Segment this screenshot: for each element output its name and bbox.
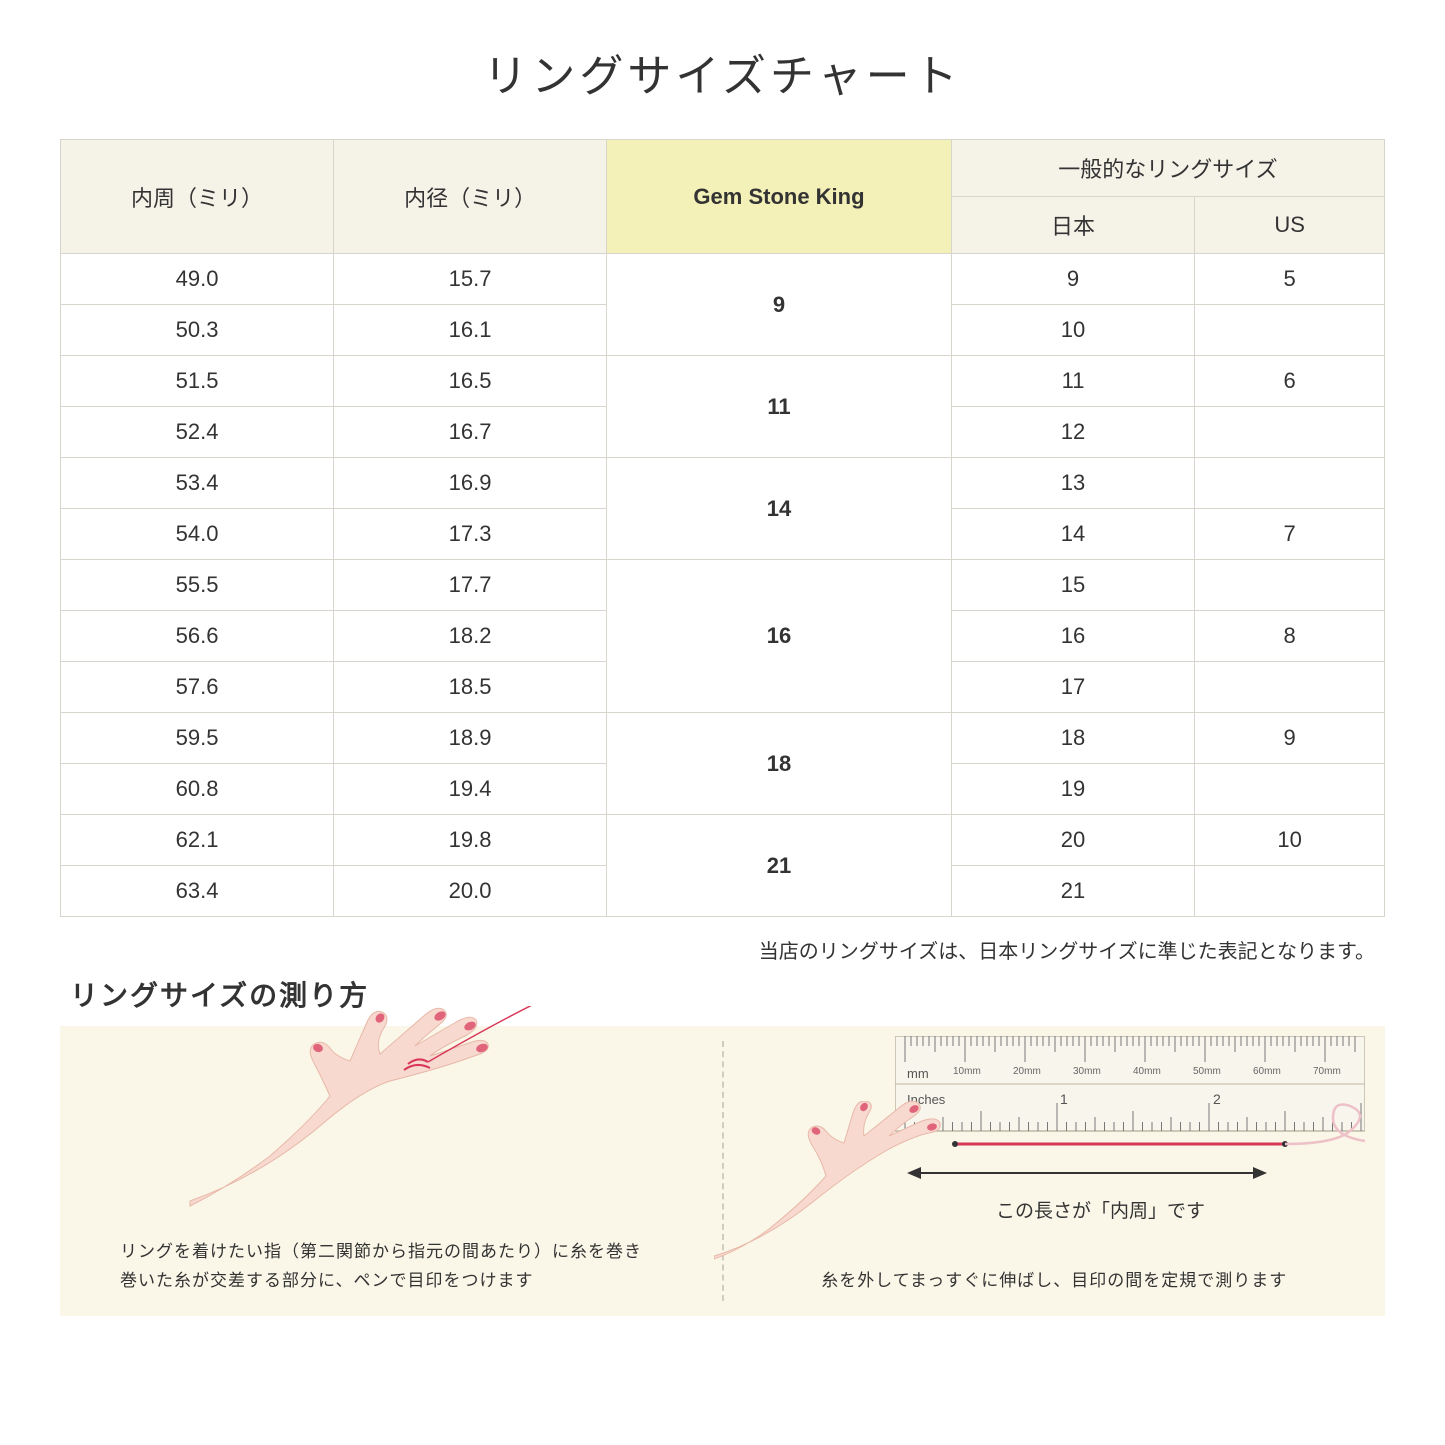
cell-us bbox=[1195, 407, 1385, 458]
cell-us bbox=[1195, 560, 1385, 611]
th-japan: 日本 bbox=[951, 197, 1194, 254]
cell-japan: 10 bbox=[951, 305, 1194, 356]
ruler-illustration: 10mm20mm30mm40mm50mm60mm70mm mm Inches 1… bbox=[895, 1036, 1365, 1156]
cell-circumference: 56.6 bbox=[61, 611, 334, 662]
cell-japan: 15 bbox=[951, 560, 1194, 611]
cell-japan: 13 bbox=[951, 458, 1194, 509]
cell-diameter: 20.0 bbox=[334, 866, 607, 917]
cell-diameter: 19.4 bbox=[334, 764, 607, 815]
svg-text:30mm: 30mm bbox=[1073, 1066, 1101, 1077]
instruction-step-1: リングを着けたい指（第二関節から指元の間あたり）に糸を巻き 巻いた糸が交差する部… bbox=[60, 1026, 722, 1316]
cell-diameter: 18.5 bbox=[334, 662, 607, 713]
cell-circumference: 50.3 bbox=[61, 305, 334, 356]
instruction-2-text: 糸を外してまっすぐに伸ばし、目印の間を定規で測ります bbox=[724, 1267, 1386, 1296]
svg-text:10mm: 10mm bbox=[953, 1066, 981, 1077]
svg-text:1: 1 bbox=[1060, 1091, 1068, 1107]
cell-japan: 21 bbox=[951, 866, 1194, 917]
cell-circumference: 57.6 bbox=[61, 662, 334, 713]
cell-us: 9 bbox=[1195, 713, 1385, 764]
table-row: 59.518.918189 bbox=[61, 713, 1385, 764]
cell-circumference: 53.4 bbox=[61, 458, 334, 509]
cell-gsk: 14 bbox=[607, 458, 952, 560]
cell-japan: 19 bbox=[951, 764, 1194, 815]
cell-circumference: 51.5 bbox=[61, 356, 334, 407]
cell-japan: 16 bbox=[951, 611, 1194, 662]
svg-text:20mm: 20mm bbox=[1013, 1066, 1041, 1077]
cell-japan: 20 bbox=[951, 815, 1194, 866]
svg-text:60mm: 60mm bbox=[1253, 1066, 1281, 1077]
cell-circumference: 52.4 bbox=[61, 407, 334, 458]
cell-diameter: 16.9 bbox=[334, 458, 607, 509]
table-row: 49.015.7995 bbox=[61, 254, 1385, 305]
cell-diameter: 18.2 bbox=[334, 611, 607, 662]
cell-diameter: 17.3 bbox=[334, 509, 607, 560]
cell-us bbox=[1195, 662, 1385, 713]
th-diameter: 内径（ミリ） bbox=[334, 140, 607, 254]
page-title: リングサイズチャート bbox=[60, 40, 1385, 104]
cell-circumference: 55.5 bbox=[61, 560, 334, 611]
hand-wrap-illustration bbox=[180, 1006, 560, 1216]
cell-gsk: 11 bbox=[607, 356, 952, 458]
cell-japan: 14 bbox=[951, 509, 1194, 560]
cell-gsk: 9 bbox=[607, 254, 952, 356]
cell-us bbox=[1195, 764, 1385, 815]
cell-diameter: 18.9 bbox=[334, 713, 607, 764]
cell-us bbox=[1195, 866, 1385, 917]
instructions-panel: リングを着けたい指（第二関節から指元の間あたり）に糸を巻き 巻いた糸が交差する部… bbox=[60, 1026, 1385, 1316]
svg-text:70mm: 70mm bbox=[1313, 1066, 1341, 1077]
circumference-label: この長さが「内周」です bbox=[996, 1196, 1205, 1223]
cell-circumference: 60.8 bbox=[61, 764, 334, 815]
cell-japan: 18 bbox=[951, 713, 1194, 764]
table-row: 53.416.91413 bbox=[61, 458, 1385, 509]
svg-text:mm: mm bbox=[907, 1066, 929, 1081]
cell-us: 10 bbox=[1195, 815, 1385, 866]
cell-gsk: 18 bbox=[607, 713, 952, 815]
cell-diameter: 17.7 bbox=[334, 560, 607, 611]
th-general-group: 一般的なリングサイズ bbox=[951, 140, 1384, 197]
cell-us bbox=[1195, 305, 1385, 356]
cell-circumference: 54.0 bbox=[61, 509, 334, 560]
svg-text:50mm: 50mm bbox=[1193, 1066, 1221, 1077]
cell-us bbox=[1195, 458, 1385, 509]
ring-size-table: 内周（ミリ） 内径（ミリ） Gem Stone King 一般的なリングサイズ … bbox=[60, 139, 1385, 917]
cell-diameter: 15.7 bbox=[334, 254, 607, 305]
cell-diameter: 16.5 bbox=[334, 356, 607, 407]
th-gsk: Gem Stone King bbox=[607, 140, 952, 254]
hand-measure-illustration bbox=[714, 1101, 944, 1261]
cell-japan: 11 bbox=[951, 356, 1194, 407]
cell-diameter: 16.7 bbox=[334, 407, 607, 458]
cell-us: 7 bbox=[1195, 509, 1385, 560]
cell-gsk: 21 bbox=[607, 815, 952, 917]
cell-japan: 9 bbox=[951, 254, 1194, 305]
cell-diameter: 16.1 bbox=[334, 305, 607, 356]
cell-circumference: 62.1 bbox=[61, 815, 334, 866]
measure-arrow bbox=[907, 1161, 1267, 1201]
svg-text:2: 2 bbox=[1213, 1091, 1221, 1107]
th-circumference: 内周（ミリ） bbox=[61, 140, 334, 254]
cell-circumference: 63.4 bbox=[61, 866, 334, 917]
cell-circumference: 49.0 bbox=[61, 254, 334, 305]
cell-diameter: 19.8 bbox=[334, 815, 607, 866]
cell-us: 8 bbox=[1195, 611, 1385, 662]
instruction-step-2: 10mm20mm30mm40mm50mm60mm70mm mm Inches 1… bbox=[724, 1026, 1386, 1316]
table-row: 55.517.71615 bbox=[61, 560, 1385, 611]
svg-text:40mm: 40mm bbox=[1133, 1066, 1161, 1077]
table-row: 62.119.8212010 bbox=[61, 815, 1385, 866]
size-note: 当店のリングサイズは、日本リングサイズに準じた表記となります。 bbox=[60, 935, 1385, 964]
cell-japan: 12 bbox=[951, 407, 1194, 458]
instruction-1-text: リングを着けたい指（第二関節から指元の間あたり）に糸を巻き 巻いた糸が交差する部… bbox=[120, 1238, 702, 1296]
cell-us: 6 bbox=[1195, 356, 1385, 407]
cell-circumference: 59.5 bbox=[61, 713, 334, 764]
cell-us: 5 bbox=[1195, 254, 1385, 305]
table-row: 51.516.511116 bbox=[61, 356, 1385, 407]
cell-gsk: 16 bbox=[607, 560, 952, 713]
cell-japan: 17 bbox=[951, 662, 1194, 713]
th-us: US bbox=[1195, 197, 1385, 254]
